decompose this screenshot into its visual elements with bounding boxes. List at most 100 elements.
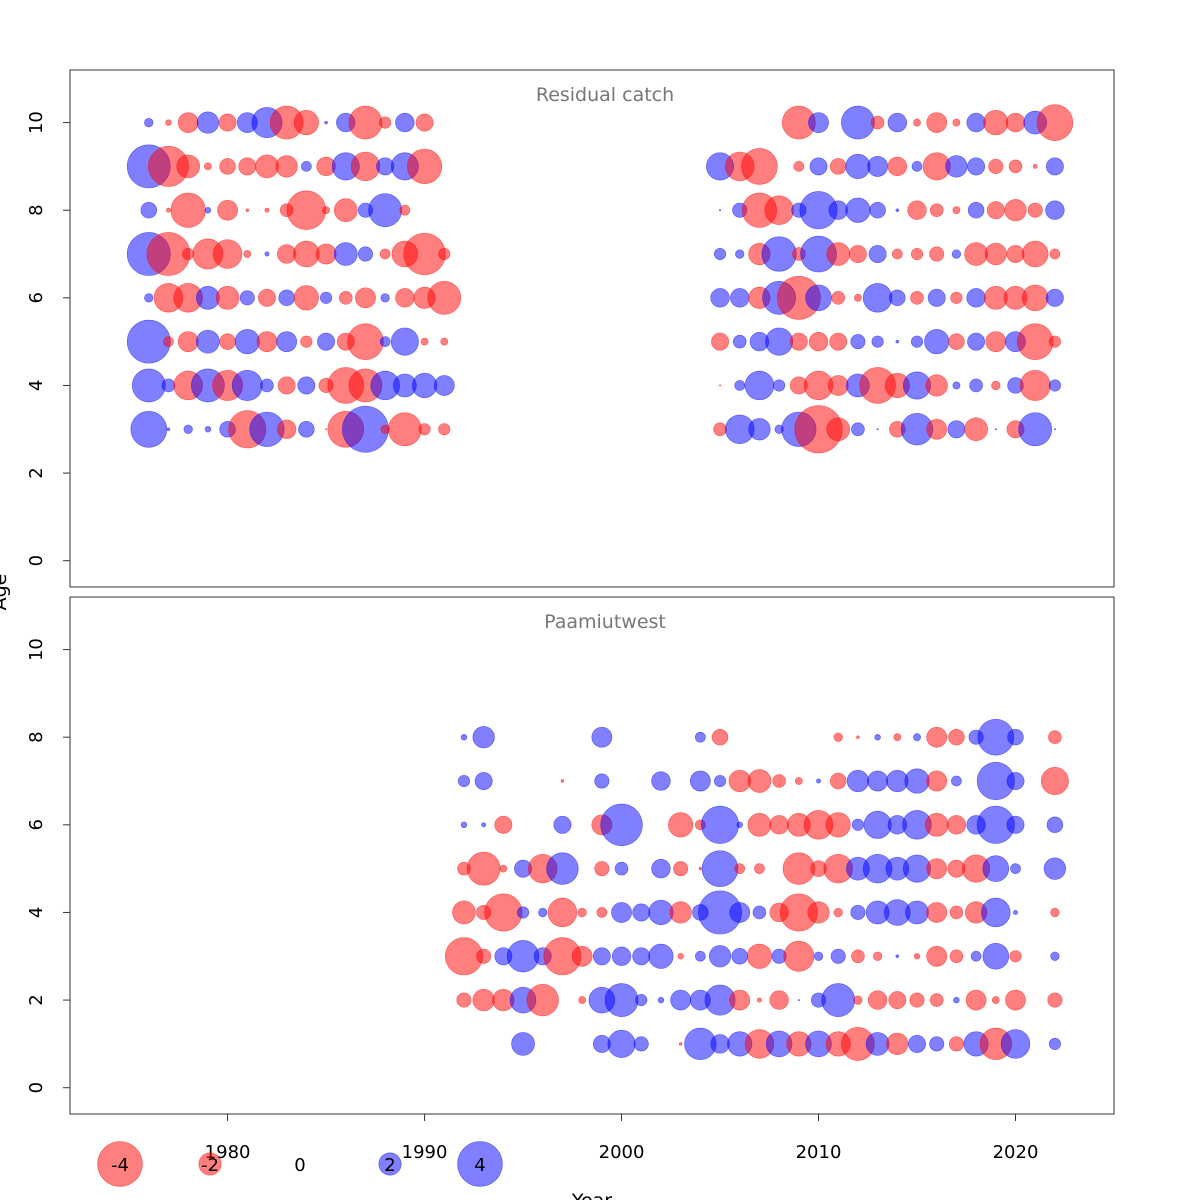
bubble-point [1048, 730, 1062, 744]
y-tick-label: 6 [26, 819, 47, 830]
bubble-point [793, 161, 805, 172]
bubble-layer [126, 104, 1074, 454]
bubble-point [908, 1034, 926, 1053]
bubble-point [982, 943, 1010, 970]
bubble-point [215, 286, 240, 310]
bubble-point [379, 336, 391, 347]
bubble-point [379, 248, 391, 260]
bubble-point [219, 158, 236, 175]
bubble-point [867, 770, 889, 792]
bubble-point [754, 863, 765, 874]
bubble-point [1053, 428, 1056, 431]
bubble-point [1016, 323, 1054, 360]
bubble-point [833, 732, 843, 742]
bubble-point [390, 327, 419, 356]
bubble-point [1027, 202, 1043, 218]
bubble-point [747, 813, 772, 837]
bubble-point [871, 335, 884, 348]
x-tick-label: 2000 [599, 1142, 645, 1163]
bubble-point [887, 156, 907, 177]
bubble-point [701, 850, 739, 887]
bubble-point [730, 288, 750, 308]
bubble-point [234, 329, 260, 355]
bubble-point [719, 384, 722, 387]
bubble-point [728, 769, 751, 793]
bubble-point [322, 206, 330, 215]
bubble-point [782, 852, 815, 885]
bubble-point [888, 991, 907, 1010]
panel-residual-catch: Residual catch 0 2 4 6 8 10 [26, 69, 1115, 588]
bubble-point [710, 288, 730, 308]
bubble-point [1013, 909, 1018, 915]
bubble-point [499, 864, 508, 873]
bubble-point [669, 901, 692, 924]
bubble-point [981, 897, 1011, 928]
bubble-point [732, 334, 747, 349]
y-axis-title: Age [0, 574, 11, 611]
bubble-point [219, 333, 236, 350]
bubble-point [1032, 163, 1038, 169]
bubble-point [1049, 248, 1061, 260]
panel-frame [69, 69, 1115, 588]
bubble-point [278, 289, 295, 307]
bubble-point [947, 420, 966, 439]
bubble-point [746, 943, 772, 969]
bubble-point [831, 291, 846, 305]
bubble-point [967, 157, 986, 176]
bubble-point [829, 332, 848, 351]
bubble-point [966, 112, 986, 133]
bubble-point [456, 992, 472, 1008]
bubble-point [946, 815, 967, 835]
bubble-point [460, 734, 468, 741]
legend-bubble [97, 1141, 143, 1187]
bubble-point [651, 771, 671, 791]
legend-bubble [457, 1141, 503, 1187]
bubble-point [1006, 772, 1025, 790]
y-tick-label: 4 [26, 380, 47, 391]
bubble-point [964, 242, 988, 266]
bubble-point [1010, 863, 1021, 874]
bubble-point [140, 201, 158, 219]
bubble-point [813, 951, 824, 961]
bubble-point [472, 726, 495, 749]
bubble-point [886, 1032, 909, 1055]
bubble-point [869, 201, 886, 219]
bubble-point [794, 777, 803, 785]
bubble-point [741, 148, 778, 185]
bubble-point [967, 332, 986, 351]
bubble-point [926, 726, 948, 748]
bubble-point [865, 1032, 890, 1056]
bubble-point [427, 280, 462, 315]
bubble-point [1005, 989, 1026, 1011]
bubble-point [1050, 907, 1060, 918]
bubble-point [868, 245, 887, 263]
bubble-point [895, 208, 900, 212]
bubble-point [161, 378, 176, 393]
bubble-point [511, 1032, 535, 1056]
bubble-point [949, 905, 964, 920]
bubble-point [231, 370, 263, 401]
bubble-point [670, 989, 692, 1011]
bubble-point [851, 949, 865, 964]
bubble-point [846, 769, 870, 793]
bubble-point [945, 155, 968, 178]
bubble-point [863, 810, 892, 839]
bubble-point [433, 375, 455, 396]
bubble-point [474, 772, 493, 790]
y-tick-label: 4 [26, 907, 47, 918]
bubble-point [1021, 240, 1049, 268]
bubble-point [769, 990, 789, 1010]
bubble-point [925, 374, 948, 397]
bubble-point [277, 376, 296, 395]
bubble-point [841, 105, 875, 140]
bubble-point [632, 947, 651, 966]
bubble-point [594, 773, 610, 789]
bubble-point [177, 331, 199, 353]
bubble-point [553, 815, 572, 834]
bubble-point [689, 770, 711, 792]
bubble-point [761, 236, 797, 272]
bubble-point [1048, 335, 1061, 348]
bubble-point [984, 242, 1007, 266]
bubble-point [772, 774, 786, 788]
bubble-point [764, 195, 794, 225]
